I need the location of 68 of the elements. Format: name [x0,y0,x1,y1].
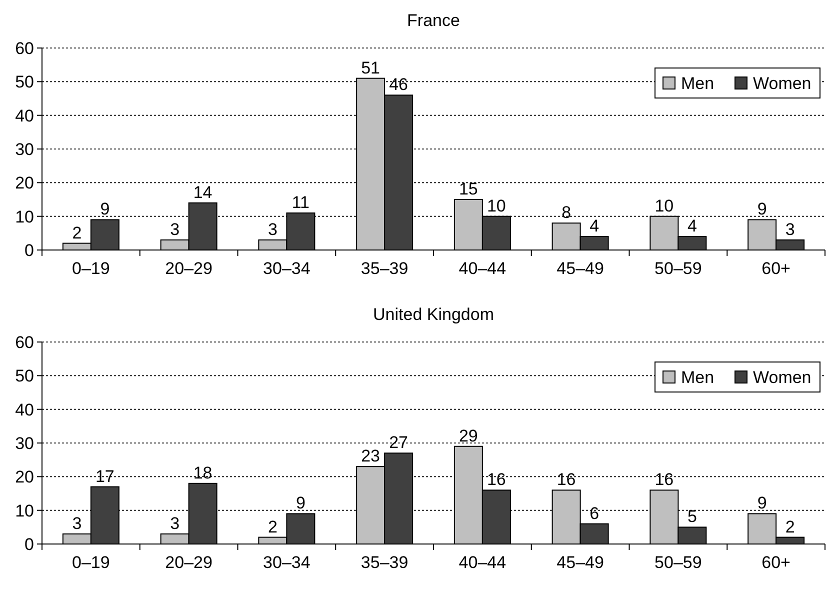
data-label: 8 [562,203,572,222]
data-label: 14 [193,182,212,202]
y-tick-label: 50 [15,366,34,386]
y-tick-label: 10 [15,501,34,520]
data-label: 51 [361,58,380,78]
y-tick-label: 30 [15,434,34,453]
x-tick-label: 40–44 [458,553,506,572]
x-tick-label: 30–34 [263,553,310,572]
data-label: 46 [389,75,408,94]
x-tick-label: 0–19 [72,553,110,572]
x-tick-label: 20–29 [165,259,212,278]
y-tick-label: 30 [15,140,34,159]
y-tick-label: 60 [15,332,34,352]
y-tick-label: 40 [15,106,34,126]
x-tick-label: 40–44 [458,259,506,278]
x-tick-label: 30–34 [263,259,310,278]
data-label: 9 [296,494,306,513]
data-label: 9 [757,200,767,219]
data-label: 3 [170,514,180,533]
data-label: 29 [458,426,478,446]
data-label: 18 [193,463,212,482]
x-tick-label: 20–29 [165,553,212,572]
data-label: 3 [170,220,180,239]
data-label: 16 [654,470,674,490]
data-label: 3 [268,220,278,239]
chart-title: United Kingdom [373,305,494,324]
y-tick-label: 10 [15,207,34,226]
data-label: 9 [757,494,767,513]
data-label: 6 [590,504,600,523]
data-label: 17 [95,466,114,486]
data-label: 16 [556,470,576,490]
data-label: 10 [654,196,674,216]
data-label: 2 [72,223,82,242]
legend-label: Men [681,368,714,387]
y-tick-label: 0 [24,240,34,260]
x-tick-label: 60+ [762,553,791,572]
y-tick-label: 40 [15,400,34,420]
y-tick-label: 60 [15,38,34,58]
data-label: 4 [590,216,600,236]
legend-label: Women [753,74,812,93]
x-tick-label: 50–59 [654,259,702,278]
x-tick-label: 60+ [762,259,791,278]
x-tick-label: 35–39 [360,553,408,572]
data-label: 3 [785,220,795,239]
y-tick-label: 20 [15,468,34,487]
x-tick-label: 35–39 [360,259,408,278]
x-tick-label: 50–59 [654,553,702,572]
data-label: 11 [292,192,310,212]
data-label: 10 [486,196,506,216]
y-tick-label: 20 [15,174,34,193]
data-label: 2 [785,517,795,536]
y-tick-label: 50 [15,72,34,92]
data-label: 9 [100,200,110,219]
data-label: 2 [268,517,278,536]
x-tick-label: 0–19 [72,259,110,278]
data-label: 15 [458,180,478,198]
x-tick-label: 45–49 [556,259,604,278]
data-label: 3 [72,514,82,533]
legend-label: Men [681,74,714,93]
data-label: 23 [361,446,380,466]
legend-label: Women [753,368,812,387]
data-label: 16 [486,470,506,490]
chart-title: France [407,11,460,30]
x-tick-label: 45–49 [556,553,604,572]
data-label: 4 [687,216,697,236]
data-label: 27 [389,433,408,452]
data-label: 5 [687,507,697,526]
y-tick-label: 0 [24,534,34,554]
